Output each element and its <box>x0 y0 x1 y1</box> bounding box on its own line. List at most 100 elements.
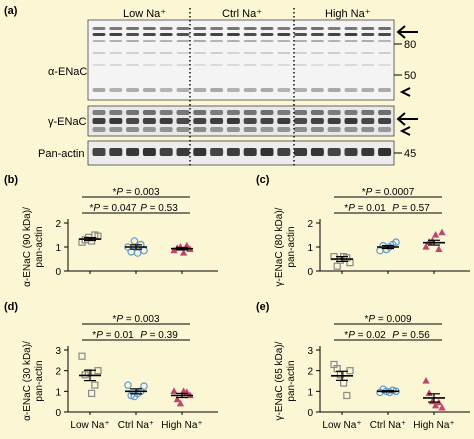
y-tick-label: 3 <box>55 346 61 357</box>
blot-band <box>243 118 257 124</box>
data-point-square <box>343 391 351 400</box>
x-tick-label: High Na⁺ <box>161 420 202 431</box>
blot-band <box>344 127 358 132</box>
blot-band <box>344 40 358 42</box>
blot-band <box>126 148 140 156</box>
blot-band <box>260 33 274 36</box>
blot-band <box>361 40 375 42</box>
blot-band <box>243 148 257 156</box>
gamma-enac-bands <box>92 110 392 132</box>
blot-band <box>109 40 123 42</box>
blot-band <box>176 40 190 42</box>
blot-band <box>176 127 190 132</box>
blot-band <box>344 33 358 36</box>
blot-band <box>294 110 308 115</box>
data-point-triangle <box>176 399 184 407</box>
y-tick-label: 0 <box>307 267 313 278</box>
blot-band <box>260 40 274 42</box>
blot-band <box>92 148 106 156</box>
blot-band <box>294 148 308 156</box>
blot-band <box>361 148 375 156</box>
x-tick-label: Low Na⁺ <box>322 420 361 431</box>
blot-band <box>109 64 123 66</box>
blot-band <box>361 52 375 54</box>
blot-band <box>193 27 207 30</box>
blot-band <box>378 40 392 42</box>
blot-band <box>193 127 207 132</box>
blot-band <box>109 110 123 115</box>
data-point-square <box>87 389 96 397</box>
blot-band <box>109 127 123 132</box>
blot-band <box>243 88 257 92</box>
data-point-triangle <box>435 245 443 252</box>
blot-band <box>361 33 375 36</box>
blot-band <box>361 118 375 124</box>
data-point-square <box>91 381 99 389</box>
y-axis-title: γ-ENaC (65 kDa)/ <box>274 341 285 420</box>
blot-band <box>226 88 240 92</box>
blot-band <box>159 64 173 66</box>
blot-band <box>344 52 358 54</box>
data-point-circle <box>124 381 132 389</box>
y-axis-title: pan-actin <box>286 226 297 267</box>
blot-band <box>176 148 190 156</box>
blot-band <box>344 64 358 66</box>
data-point-triangle <box>438 403 446 411</box>
y-tick-label: 2 <box>55 367 61 378</box>
blot-band <box>327 127 341 132</box>
blot-band <box>310 127 324 132</box>
blot-band <box>159 33 173 36</box>
x-tick-label: Low Na⁺ <box>70 420 109 431</box>
blot-band <box>310 118 324 124</box>
significance-label: *P = 0.003 <box>113 187 160 198</box>
blot-band <box>159 148 173 156</box>
y-axis-title: pan-actin <box>34 360 45 401</box>
blot-band <box>109 52 123 54</box>
blot-band <box>327 33 341 36</box>
significance-label: *P = 0.02 <box>344 330 386 341</box>
blot-band <box>310 27 324 30</box>
y-tick-label: 1 <box>55 387 61 398</box>
blot-band <box>310 148 324 156</box>
y-tick-label: 0 <box>307 408 313 419</box>
blot-band <box>243 64 257 66</box>
y-tick-label: 2 <box>307 219 313 230</box>
mw-marker-50: 50 <box>404 70 416 82</box>
data-point-circle <box>127 391 136 400</box>
blot-band <box>378 148 392 156</box>
blot-band <box>243 40 257 42</box>
blot-band <box>176 33 190 36</box>
blot-band <box>226 110 240 115</box>
blot-band <box>126 127 140 132</box>
blot-band <box>344 110 358 115</box>
blot-band <box>344 88 358 92</box>
blot-band <box>226 27 240 30</box>
data-point-circle <box>140 382 148 390</box>
blot-band <box>126 27 140 30</box>
data-point-triangle <box>422 243 430 250</box>
blot-band <box>243 52 257 54</box>
blot-band <box>327 148 341 156</box>
blot-band <box>92 40 106 42</box>
data-point-square <box>78 352 86 360</box>
y-tick-label: 1 <box>307 243 313 254</box>
y-tick-label: 0 <box>55 267 61 278</box>
data-point-triangle <box>170 246 178 254</box>
blot-band <box>260 27 274 30</box>
blot-band <box>294 118 308 124</box>
blot-band <box>277 33 291 36</box>
alpha-enac-bands <box>92 27 392 92</box>
blot-band <box>92 118 106 124</box>
pan-actin-bands <box>92 148 392 156</box>
blot-band <box>243 110 257 115</box>
y-tick-label: 2 <box>55 219 61 230</box>
data-point-triangle <box>183 241 191 249</box>
x-tick-label: Ctrl Na⁺ <box>118 420 154 431</box>
blot-band <box>193 148 207 156</box>
blot-band <box>109 33 123 36</box>
blot-band <box>159 118 173 124</box>
blot-band <box>176 88 190 92</box>
blot-band <box>277 148 291 156</box>
blot-band <box>327 40 341 42</box>
